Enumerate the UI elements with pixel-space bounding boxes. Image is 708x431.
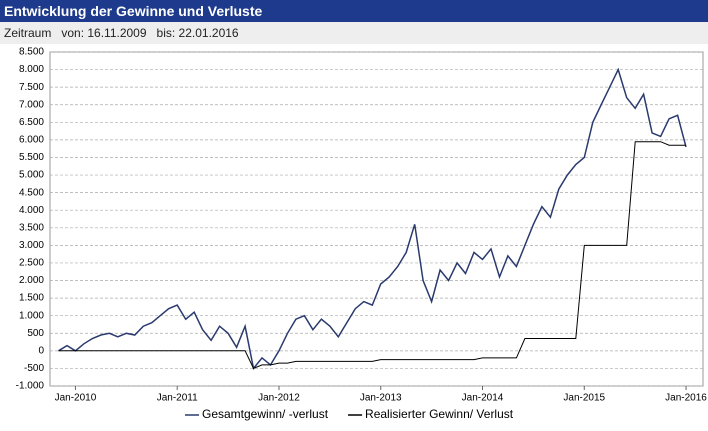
y-tick-label: 3.500: [19, 222, 44, 233]
y-tick-label: 0: [38, 345, 44, 356]
y-tick-label: 1.500: [19, 293, 44, 304]
y-tick-label: 6.000: [19, 135, 44, 146]
title-bar: Entwicklung der Gewinne und Verluste: [0, 0, 708, 22]
y-tick-label: 4.500: [19, 187, 44, 198]
x-tick-label: Jan-2012: [258, 393, 300, 404]
y-tick-label: 7.500: [19, 82, 44, 93]
y-tick-label: 8.000: [19, 64, 44, 75]
chart: -1.000 -500 0 500 1.000 1.500 2.000 2.500 3.000 3…: [16, 47, 708, 422]
y-tick-label: 8.500: [19, 47, 44, 58]
x-tick-label: Jan-2010: [55, 393, 97, 404]
period-label: Zeitraum: [4, 26, 52, 40]
y-tick-label: 4.000: [19, 205, 44, 216]
x-tick-label: Jan-2016: [665, 393, 707, 404]
x-tick-label: Jan-2015: [563, 393, 605, 404]
y-tick-label: 5.500: [19, 152, 44, 163]
y-tick-label: 5.000: [19, 170, 44, 181]
y-tick-label: 1.000: [19, 310, 44, 321]
x-tick-label: Jan-2013: [360, 393, 402, 404]
period-to: bis: 22.01.2016: [156, 26, 239, 40]
period-bar: Zeitraum von: 16.11.2009 bis: 22.01.2016: [0, 22, 708, 44]
legend-label: Realisierter Gewinn/ Verlust: [365, 407, 514, 421]
y-tick-label: 2.500: [19, 258, 44, 269]
plot-area: [49, 51, 704, 387]
series-line: [58, 67, 687, 371]
series-line: [58, 141, 686, 370]
x-tick-label: Jan-2011: [157, 393, 198, 404]
period-from: von: 16.11.2009: [61, 26, 147, 40]
y-tick-label: 2.000: [19, 275, 44, 286]
y-tick-label: -1.000: [16, 381, 45, 392]
y-tick-label: 500: [27, 328, 44, 339]
y-tick-label: 3.000: [19, 240, 44, 251]
y-tick-label: 7.000: [19, 99, 44, 110]
y-tick-label: -500: [24, 363, 44, 374]
legend-label: Gesamtgewinn/ -verlust: [202, 407, 329, 421]
x-tick-label: Jan-2014: [462, 393, 504, 404]
y-tick-label: 6.500: [19, 117, 44, 128]
